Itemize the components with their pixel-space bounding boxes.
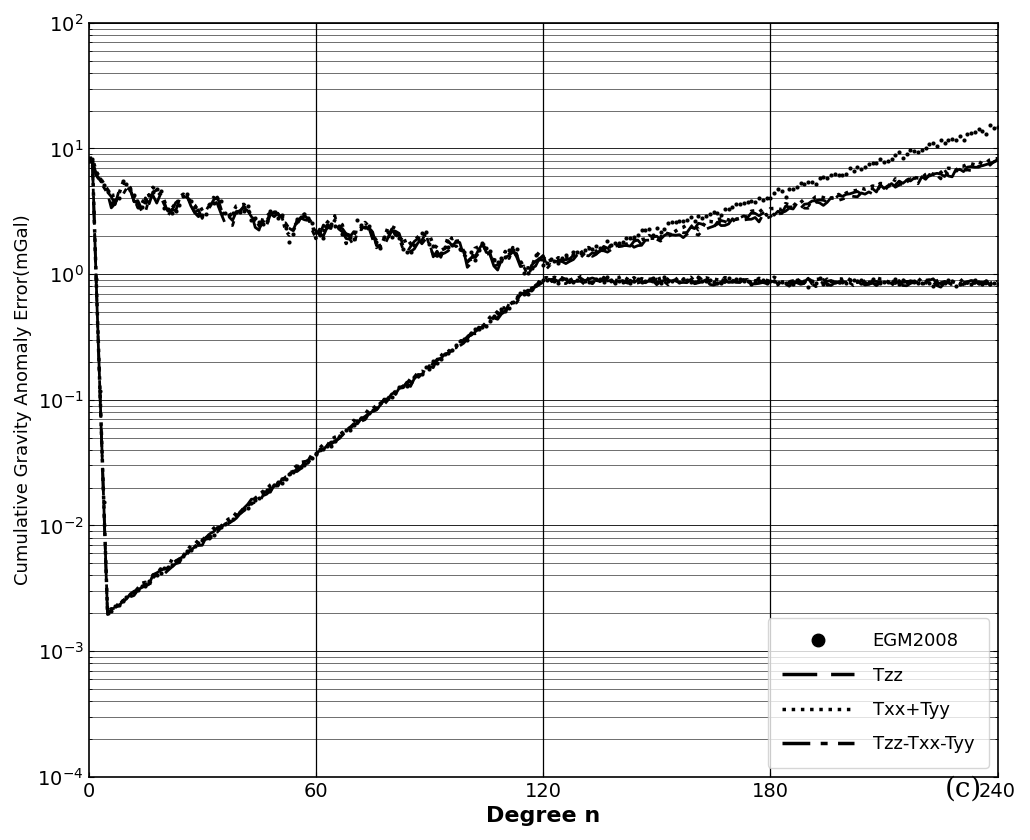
Y-axis label: Cumulative Gravity Anomaly Error(mGal): Cumulative Gravity Anomaly Error(mGal) bbox=[13, 214, 32, 585]
X-axis label: Degree n: Degree n bbox=[486, 806, 600, 826]
Text: (c): (c) bbox=[945, 776, 982, 803]
Legend: EGM2008, Tzz, Txx+Tyy, Tzz-Txx-Tyy: EGM2008, Tzz, Txx+Tyy, Tzz-Txx-Tyy bbox=[767, 618, 989, 768]
